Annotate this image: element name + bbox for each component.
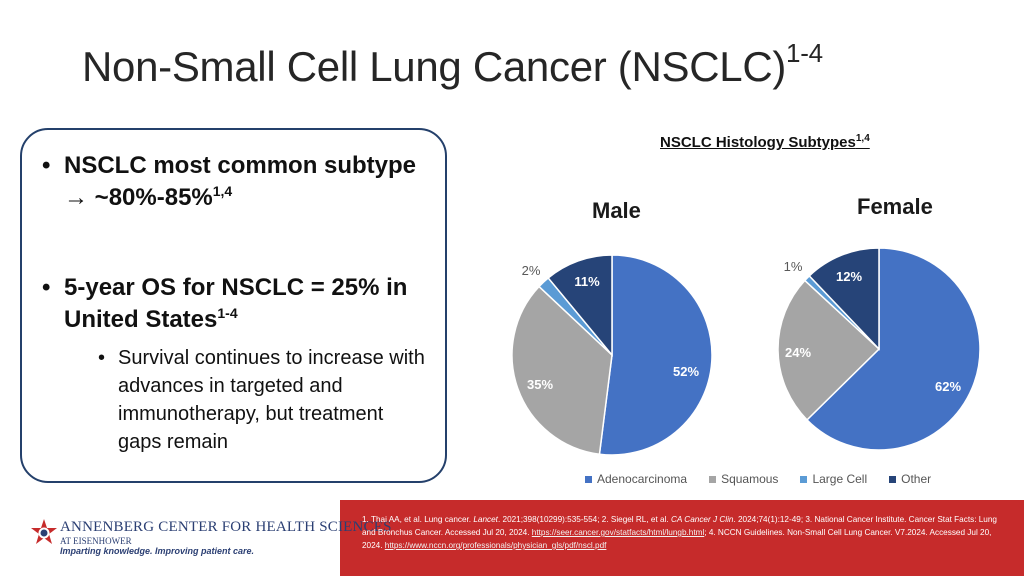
pie-label-female: Female bbox=[857, 194, 933, 219]
bullet-nsclc-subtype-text: NSCLC most common subtype bbox=[64, 152, 417, 179]
ref-text: ; 4. NCCN Guidelines. Non-Small Cell Lun… bbox=[362, 528, 992, 550]
legend-swatch bbox=[800, 475, 808, 483]
slide-title-text: Non-Small Cell Lung Cancer (NSCLC) bbox=[82, 43, 787, 90]
pie-data-label-female-large-cell: 1% bbox=[784, 259, 803, 274]
pie-slice-male-squamous bbox=[511, 285, 613, 456]
pie-slice-female-squamous bbox=[777, 279, 881, 421]
pie-slice-male-adenocarcinoma bbox=[598, 254, 713, 456]
chart-title-ref: 1,4 bbox=[855, 133, 870, 144]
pie-charts: 52% 35% 2% 11% 62% 24% 1% 12% bbox=[511, 247, 981, 456]
sub-bullet-treatment: • Survival continues to increase with ad… bbox=[96, 344, 428, 456]
legend-item-squamous: Squamous bbox=[709, 472, 778, 486]
bullet-dot: • bbox=[42, 274, 51, 301]
legend-swatch bbox=[889, 475, 897, 483]
pie-slice-female-other bbox=[808, 247, 880, 351]
annenberg-star-logo-icon bbox=[31, 519, 57, 544]
bullet-survival-ref: 1-4 bbox=[217, 305, 238, 321]
pie-data-label-male-large-cell: 2% bbox=[522, 263, 541, 278]
bullet-dot: • bbox=[42, 152, 51, 179]
key-points-list: • NSCLC most common subtype → ~80%-85%1,… bbox=[38, 150, 428, 456]
bullet-nsclc-subtype-value: ~80%-85% bbox=[94, 184, 213, 211]
legend-label: Large Cell bbox=[812, 472, 868, 486]
chart-legend: Adenocarcinoma Squamous Large Cell Other bbox=[585, 472, 931, 486]
bullet-survival: • 5-year OS for NSCLC = 25% in United St… bbox=[38, 272, 428, 336]
sub-bullet-treatment-text: Survival continues to increase with adva… bbox=[118, 347, 425, 453]
right-arrow-icon: → bbox=[64, 184, 88, 211]
references: 1. Thai AA, et al. Lung cancer. Lancet. … bbox=[362, 513, 1002, 552]
legend-item-other: Other bbox=[889, 472, 931, 486]
pie-data-label-female-other: 12% bbox=[836, 269, 862, 284]
org-subtitle: AT EISENHOWER bbox=[60, 536, 132, 546]
key-points-box bbox=[20, 128, 447, 483]
org-name: ANNENBERG CENTER FOR HEALTH SCIENCES bbox=[60, 519, 392, 535]
bullet-nsclc-subtype: • NSCLC most common subtype → ~80%-85%1,… bbox=[38, 150, 428, 214]
footer-logo-area bbox=[0, 500, 340, 576]
legend-label: Adenocarcinoma bbox=[597, 472, 688, 486]
ref-text: . 2021;398(10299):535-554; 2. Siegel RL,… bbox=[497, 515, 671, 524]
ref-journal: Lancet bbox=[473, 515, 498, 524]
ref-text: . 2024;74(1):12-49; 3. National Cancer I… bbox=[362, 515, 997, 537]
bullet-nsclc-subtype-ref: 1,4 bbox=[212, 183, 233, 199]
pie-slice-male-other bbox=[547, 254, 613, 358]
legend-label: Squamous bbox=[721, 472, 779, 486]
bullet-survival-text: 5-year OS for NSCLC = 25% in United Stat… bbox=[64, 274, 408, 333]
slide-title-superscript: 1-4 bbox=[786, 38, 823, 68]
legend-swatch bbox=[709, 475, 717, 483]
pie-data-label-male-other: 11% bbox=[574, 274, 600, 289]
ref-text: 1. Thai AA, et al. Lung cancer. bbox=[362, 515, 474, 524]
pie-data-label-female-adenocarcinoma: 62% bbox=[935, 379, 961, 394]
ref-link-seer[interactable]: https://seer.cancer.gov/statfacts/html/l… bbox=[531, 528, 705, 537]
legend-label: Other bbox=[901, 472, 932, 486]
slide-title: Non-Small Cell Lung Cancer (NSCLC)1-4 bbox=[82, 38, 823, 91]
legend-item-large-cell: Large Cell bbox=[800, 472, 867, 486]
pie-data-label-male-adenocarcinoma: 52% bbox=[673, 364, 699, 379]
legend-item-adenocarcinoma: Adenocarcinoma bbox=[585, 472, 687, 486]
ref-journal: CA Cancer J Clin bbox=[670, 515, 734, 524]
chart-title-text: NSCLC Histology Subtypes bbox=[660, 134, 856, 151]
ref-link-nccn[interactable]: https://www.nccn.org/professionals/physi… bbox=[384, 541, 607, 550]
bullet-dot: • bbox=[98, 347, 106, 369]
pie-data-label-male-squamous: 35% bbox=[527, 377, 553, 392]
chart-title: NSCLC Histology Subtypes1,4 bbox=[660, 133, 870, 152]
org-tagline: Imparting knowledge. Improving patient c… bbox=[60, 546, 255, 556]
legend-swatch bbox=[585, 475, 592, 483]
pie-slice-female-adenocarcinoma bbox=[805, 247, 981, 451]
pie-data-label-female-squamous: 24% bbox=[785, 345, 811, 360]
pie-label-male: Male bbox=[592, 198, 641, 223]
